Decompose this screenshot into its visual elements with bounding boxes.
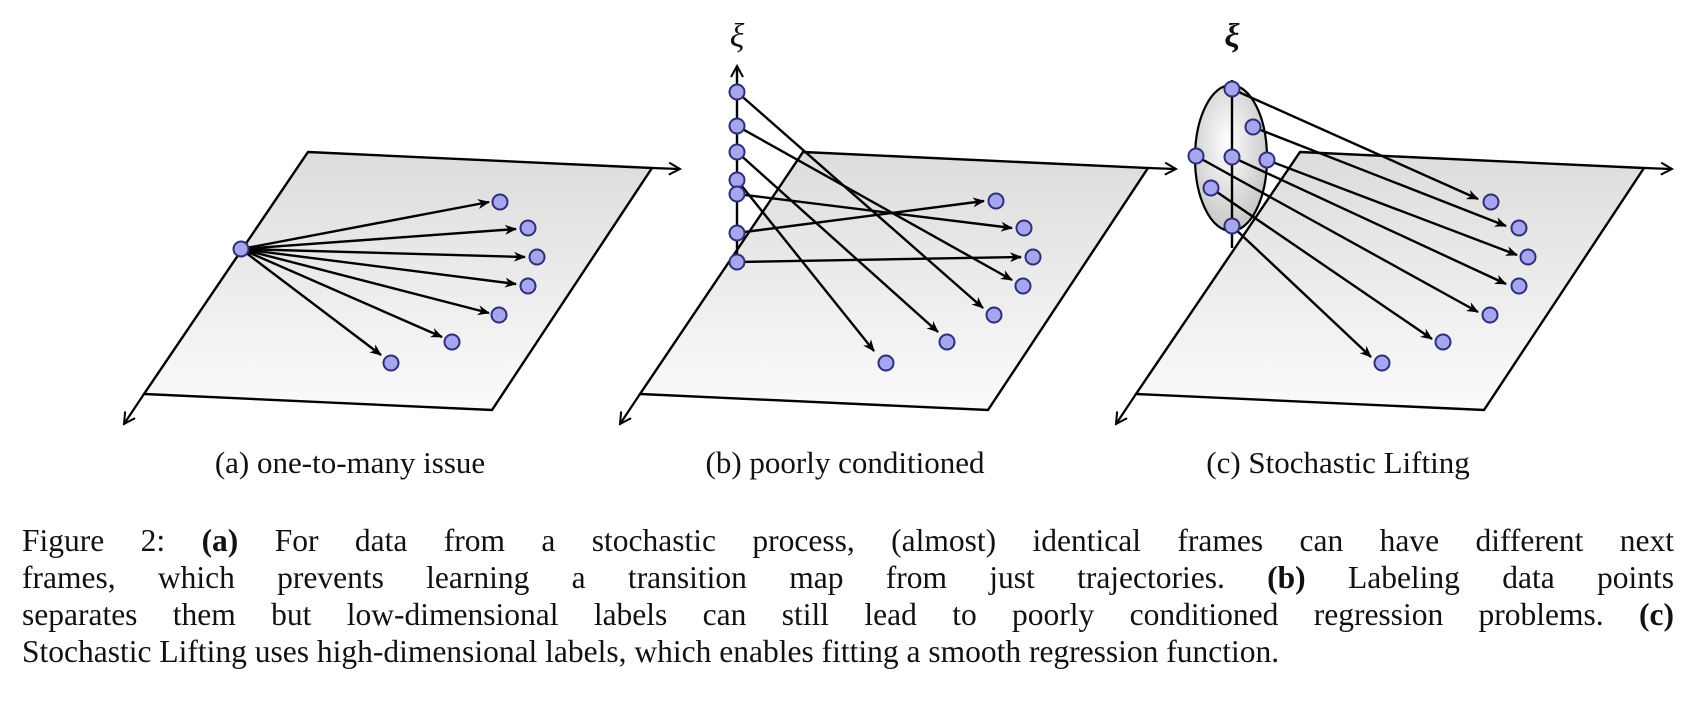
caption-text: Labeling data points [1305, 560, 1674, 595]
arrows-a [240, 199, 526, 356]
axis-x-c [1643, 168, 1672, 169]
arrows-b [736, 91, 1022, 352]
plane-a [141, 150, 655, 412]
caption-label-c: (c) [1639, 597, 1674, 632]
caption-line-3: separates them but low-dimensional label… [22, 596, 1674, 633]
figure-caption: Figure 2: (a) For data from a stochastic… [22, 522, 1674, 670]
subcaption-c: (c) Stochastic Lifting [1206, 445, 1470, 480]
points-c [1187, 80, 1537, 372]
subcaption-a: (a) one-to-many issue [214, 445, 486, 480]
caption-text: frames, which prevents learning a transi… [22, 560, 1268, 595]
axis-x-a [651, 168, 680, 169]
caption-line-2: frames, which prevents learning a transi… [22, 559, 1674, 596]
panel-c [1116, 80, 1672, 424]
figure-diagram [0, 0, 1686, 500]
plane-c [1133, 150, 1647, 412]
axis-y-c [1116, 393, 1137, 424]
points-a [232, 193, 546, 372]
xi-axis-label-b: ξ [729, 18, 745, 55]
plane-b [637, 150, 1151, 412]
caption-line-4: Stochastic Lifting uses high-dimensional… [22, 633, 1674, 670]
points-b [728, 83, 1042, 372]
caption-label-a: (a) [201, 523, 239, 558]
axis-y-b [620, 393, 641, 424]
subcaption-b: (b) poorly conditioned [705, 445, 985, 480]
caption-text: For data from a stochastic process, (alm… [238, 523, 1674, 558]
xi-axis-label-c: ξ [1224, 18, 1240, 55]
panel-b [620, 66, 1176, 424]
caption-text: separates them but low-dimensional label… [22, 597, 1640, 632]
caption-label-b: (b) [1267, 560, 1306, 595]
panel-a [124, 150, 680, 424]
caption-figure-number: Figure 2: [22, 523, 202, 558]
caption-line-1: Figure 2: (a) For data from a stochastic… [22, 522, 1674, 559]
caption-text: Stochastic Lifting uses high-dimensional… [22, 634, 1280, 669]
axis-x-b [1147, 168, 1176, 169]
axis-y-a [124, 393, 145, 424]
arrows-c [1195, 87, 1518, 358]
